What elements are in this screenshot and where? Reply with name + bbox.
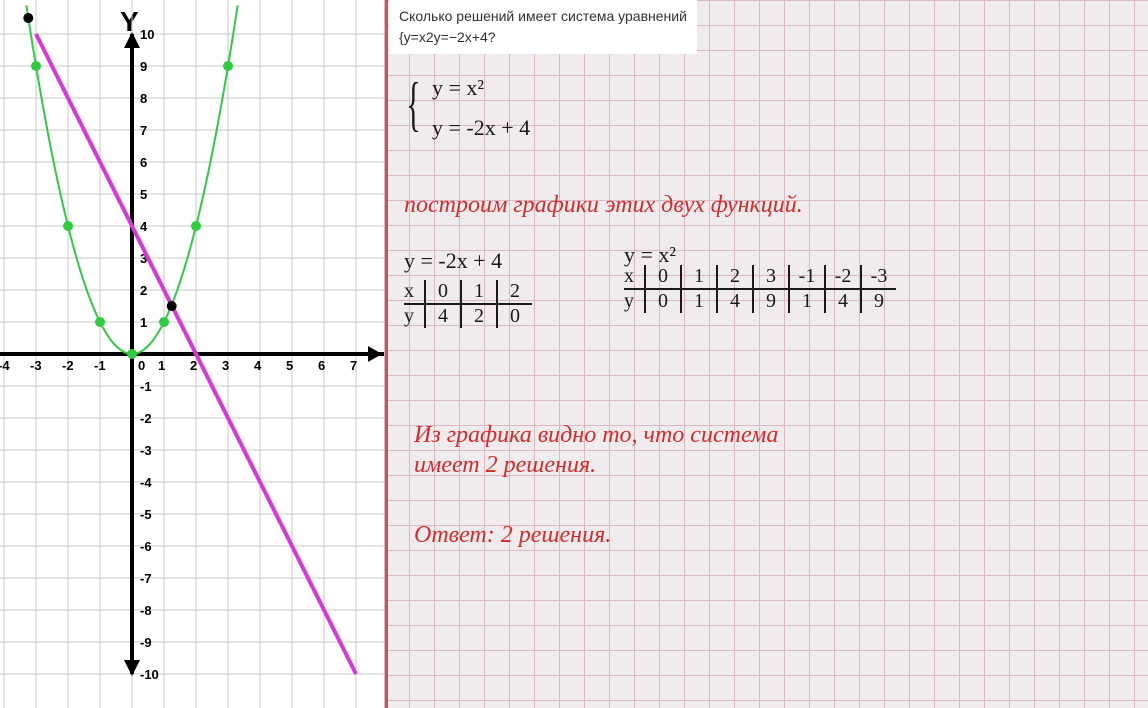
line-func-label: y = -2x + 4 <box>404 248 502 274</box>
svg-text:-2: -2 <box>140 411 152 426</box>
svg-text:10: 10 <box>140 27 154 42</box>
conclusion-line1: Из графика видно то, что система <box>414 420 778 451</box>
svg-text:4: 4 <box>140 219 148 234</box>
svg-text:-6: -6 <box>140 539 152 554</box>
svg-text:2: 2 <box>190 358 197 373</box>
svg-text:3: 3 <box>222 358 229 373</box>
question-line2: {y=x2y=−2x+4? <box>399 27 687 48</box>
svg-text:-4: -4 <box>140 475 152 490</box>
question-text: Сколько решений имеет система уравнений … <box>389 0 697 54</box>
svg-text:6: 6 <box>140 155 147 170</box>
svg-text:-2: -2 <box>62 358 74 373</box>
svg-text:7: 7 <box>140 123 147 138</box>
svg-text:-10: -10 <box>140 667 159 682</box>
answer-text: Ответ: 2 решения. <box>414 520 611 551</box>
svg-text:4: 4 <box>254 358 262 373</box>
svg-text:-1: -1 <box>140 379 152 394</box>
svg-text:2: 2 <box>140 283 147 298</box>
svg-text:-8: -8 <box>140 603 152 618</box>
system-eq1: y = x² <box>432 75 484 101</box>
svg-text:1: 1 <box>140 315 147 330</box>
svg-text:0: 0 <box>138 358 145 373</box>
svg-text:-4: -4 <box>0 358 10 373</box>
svg-text:-3: -3 <box>30 358 42 373</box>
svg-text:6: 6 <box>318 358 325 373</box>
svg-text:-3: -3 <box>140 443 152 458</box>
system-eq2: y = -2x + 4 <box>432 115 530 141</box>
parabola-value-table: x0123-1-2-3y0149149 <box>624 265 896 313</box>
svg-text:5: 5 <box>286 358 293 373</box>
svg-text:5: 5 <box>140 187 147 202</box>
svg-text:-5: -5 <box>140 507 152 522</box>
svg-text:1: 1 <box>158 358 165 373</box>
svg-text:8: 8 <box>140 91 147 106</box>
svg-text:-7: -7 <box>140 571 152 586</box>
notes-panel: Сколько решений имеет система уравнений … <box>384 0 1148 708</box>
build-graphs-text: построим графики этих двух функций. <box>404 190 1134 221</box>
line-value-table: x012y420 <box>404 280 532 328</box>
question-line1: Сколько решений имеет система уравнений <box>399 6 687 27</box>
svg-text:-9: -9 <box>140 635 152 650</box>
svg-text:-1: -1 <box>94 358 106 373</box>
system-brace: { <box>406 70 420 139</box>
conclusion-line2: имеет 2 решения. <box>414 450 596 481</box>
svg-text:9: 9 <box>140 59 147 74</box>
graph-panel: Y -4-3-2-101234567 -10-9-8-7-6-5-4-3-2-1… <box>0 0 384 708</box>
svg-text:7: 7 <box>350 358 357 373</box>
coordinate-graph: -4-3-2-101234567 -10-9-8-7-6-5-4-3-2-112… <box>0 0 384 708</box>
